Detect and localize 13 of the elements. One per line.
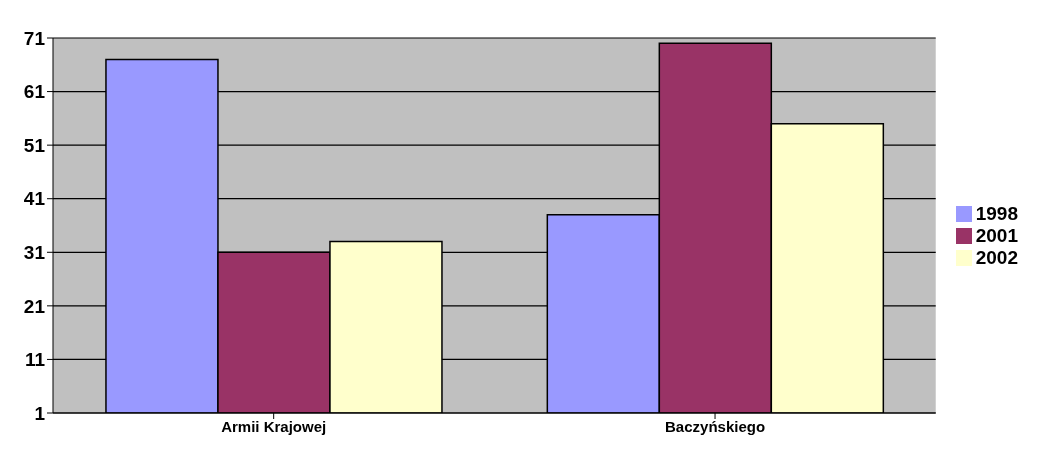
y-tick-label: 51 <box>23 134 46 156</box>
legend-label: 2002 <box>975 246 1018 268</box>
y-tick-label: 71 <box>23 27 46 49</box>
x-tick-label: Baczyńskiego <box>665 417 766 435</box>
y-tick-label: 11 <box>24 349 46 371</box>
x-tick-label: Armii Krajowej <box>221 417 327 435</box>
y-tick-label: 21 <box>23 295 46 317</box>
y-tick-label: 31 <box>23 242 46 264</box>
y-tick-label: 1 <box>34 402 46 424</box>
y-tick-label: 61 <box>23 81 46 103</box>
legend-label: 1998 <box>975 202 1018 224</box>
y-tick-label: 41 <box>23 188 46 210</box>
legend-label: 2001 <box>975 224 1018 246</box>
